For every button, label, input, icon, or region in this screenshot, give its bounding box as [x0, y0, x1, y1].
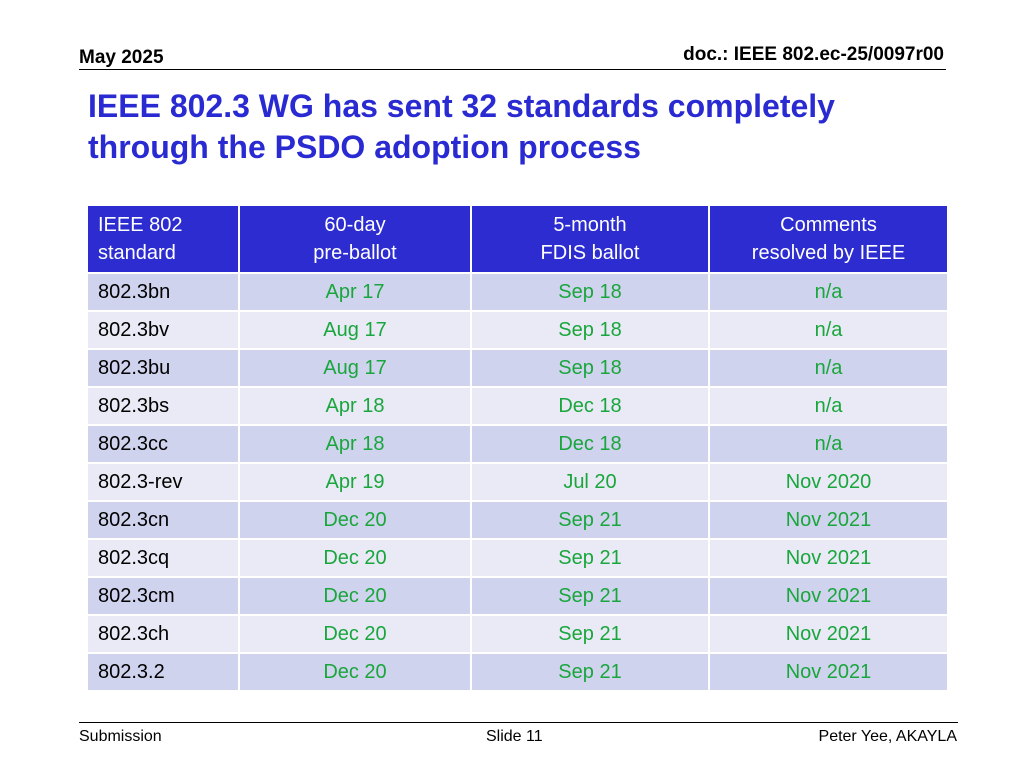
cell-fdis-ballot: Sep 21 [470, 576, 710, 616]
cell-comments: n/a [708, 424, 949, 464]
table-row: 802.3-rev Apr 19 Jul 20 Nov 2020 [86, 462, 949, 502]
table-row: 802.3cn Dec 20 Sep 21 Nov 2021 [86, 500, 949, 540]
cell-comments: n/a [708, 386, 949, 426]
cell-standard: 802.3bn [86, 272, 240, 312]
cell-comments: Nov 2020 [708, 462, 949, 502]
header-fdis-ballot-line-1: 5-month [553, 214, 627, 236]
cell-fdis-ballot: Sep 18 [470, 272, 710, 312]
cell-fdis-ballot: Dec 18 [470, 386, 710, 426]
cell-fdis-ballot: Sep 21 [470, 538, 710, 578]
cell-standard: 802.3cm [86, 576, 240, 616]
header-standard: IEEE 802 standard [86, 204, 240, 274]
footer-author: Peter Yee, AKAYLA [818, 728, 957, 745]
cell-pre-ballot: Dec 20 [238, 538, 472, 578]
footer-submission: Submission [79, 728, 162, 745]
cell-standard: 802.3cq [86, 538, 240, 578]
cell-comments: Nov 2021 [708, 614, 949, 654]
header-divider [79, 69, 946, 70]
cell-pre-ballot: Apr 18 [238, 424, 472, 464]
cell-fdis-ballot: Sep 18 [470, 310, 710, 350]
table-row: 802.3bv Aug 17 Sep 18 n/a [86, 310, 949, 350]
header-comments: Comments resolved by IEEE [708, 204, 949, 274]
table-row: 802.3cq Dec 20 Sep 21 Nov 2021 [86, 538, 949, 578]
header-comments-line-1: Comments [780, 214, 877, 236]
table-row: 802.3bn Apr 17 Sep 18 n/a [86, 272, 949, 312]
header-standard-line-2: standard [98, 242, 176, 264]
standards-table: IEEE 802 standard 60-day pre-ballot 5-mo… [86, 204, 949, 692]
cell-comments: Nov 2021 [708, 576, 949, 616]
header-fdis-ballot-line-2: FDIS ballot [540, 242, 640, 264]
table-row: 802.3.2 Dec 20 Sep 21 Nov 2021 [86, 652, 949, 692]
header-fdis-ballot: 5-month FDIS ballot [470, 204, 710, 274]
header-pre-ballot: 60-day pre-ballot [238, 204, 472, 274]
cell-pre-ballot: Apr 18 [238, 386, 472, 426]
cell-fdis-ballot: Sep 21 [470, 614, 710, 654]
cell-standard: 802.3ch [86, 614, 240, 654]
cell-pre-ballot: Apr 19 [238, 462, 472, 502]
table-row: 802.3bs Apr 18 Dec 18 n/a [86, 386, 949, 426]
cell-comments: n/a [708, 348, 949, 388]
cell-pre-ballot: Dec 20 [238, 652, 472, 692]
cell-comments: Nov 2021 [708, 652, 949, 692]
cell-fdis-ballot: Dec 18 [470, 424, 710, 464]
slide-title-line-2: through the PSDO adoption process [88, 129, 641, 165]
table-row: 802.3bu Aug 17 Sep 18 n/a [86, 348, 949, 388]
cell-comments: n/a [708, 310, 949, 350]
cell-standard: 802.3cc [86, 424, 240, 464]
cell-comments: Nov 2021 [708, 500, 949, 540]
header-standard-line-1: IEEE 802 [98, 214, 183, 236]
footer-slide-number: Slide 11 [486, 728, 543, 745]
table-row: 802.3ch Dec 20 Sep 21 Nov 2021 [86, 614, 949, 654]
table-row: 802.3cm Dec 20 Sep 21 Nov 2021 [86, 576, 949, 616]
cell-standard: 802.3bs [86, 386, 240, 426]
cell-pre-ballot: Dec 20 [238, 614, 472, 654]
cell-fdis-ballot: Jul 20 [470, 462, 710, 502]
header-doc-id: doc.: IEEE 802.ec-25/0097r00 [683, 44, 944, 65]
cell-pre-ballot: Aug 17 [238, 310, 472, 350]
slide-title: IEEE 802.3 WG has sent 32 standards comp… [88, 86, 948, 168]
cell-fdis-ballot: Sep 18 [470, 348, 710, 388]
cell-comments: n/a [708, 272, 949, 312]
table-row: 802.3cc Apr 18 Dec 18 n/a [86, 424, 949, 464]
header-pre-ballot-line-2: pre-ballot [313, 242, 397, 264]
table-header-row: IEEE 802 standard 60-day pre-ballot 5-mo… [86, 204, 949, 274]
cell-standard: 802.3bv [86, 310, 240, 350]
cell-standard: 802.3cn [86, 500, 240, 540]
cell-fdis-ballot: Sep 21 [470, 652, 710, 692]
cell-fdis-ballot: Sep 21 [470, 500, 710, 540]
cell-standard: 802.3-rev [86, 462, 240, 502]
cell-pre-ballot: Aug 17 [238, 348, 472, 388]
header-pre-ballot-line-1: 60-day [324, 214, 386, 236]
cell-pre-ballot: Dec 20 [238, 500, 472, 540]
cell-pre-ballot: Dec 20 [238, 576, 472, 616]
slide-title-line-1: IEEE 802.3 WG has sent 32 standards comp… [88, 88, 835, 124]
header-date: May 2025 [79, 47, 164, 68]
cell-standard: 802.3bu [86, 348, 240, 388]
footer-divider [79, 722, 958, 723]
cell-standard: 802.3.2 [86, 652, 240, 692]
cell-pre-ballot: Apr 17 [238, 272, 472, 312]
header-comments-line-2: resolved by IEEE [751, 242, 906, 264]
cell-comments: Nov 2021 [708, 538, 949, 578]
